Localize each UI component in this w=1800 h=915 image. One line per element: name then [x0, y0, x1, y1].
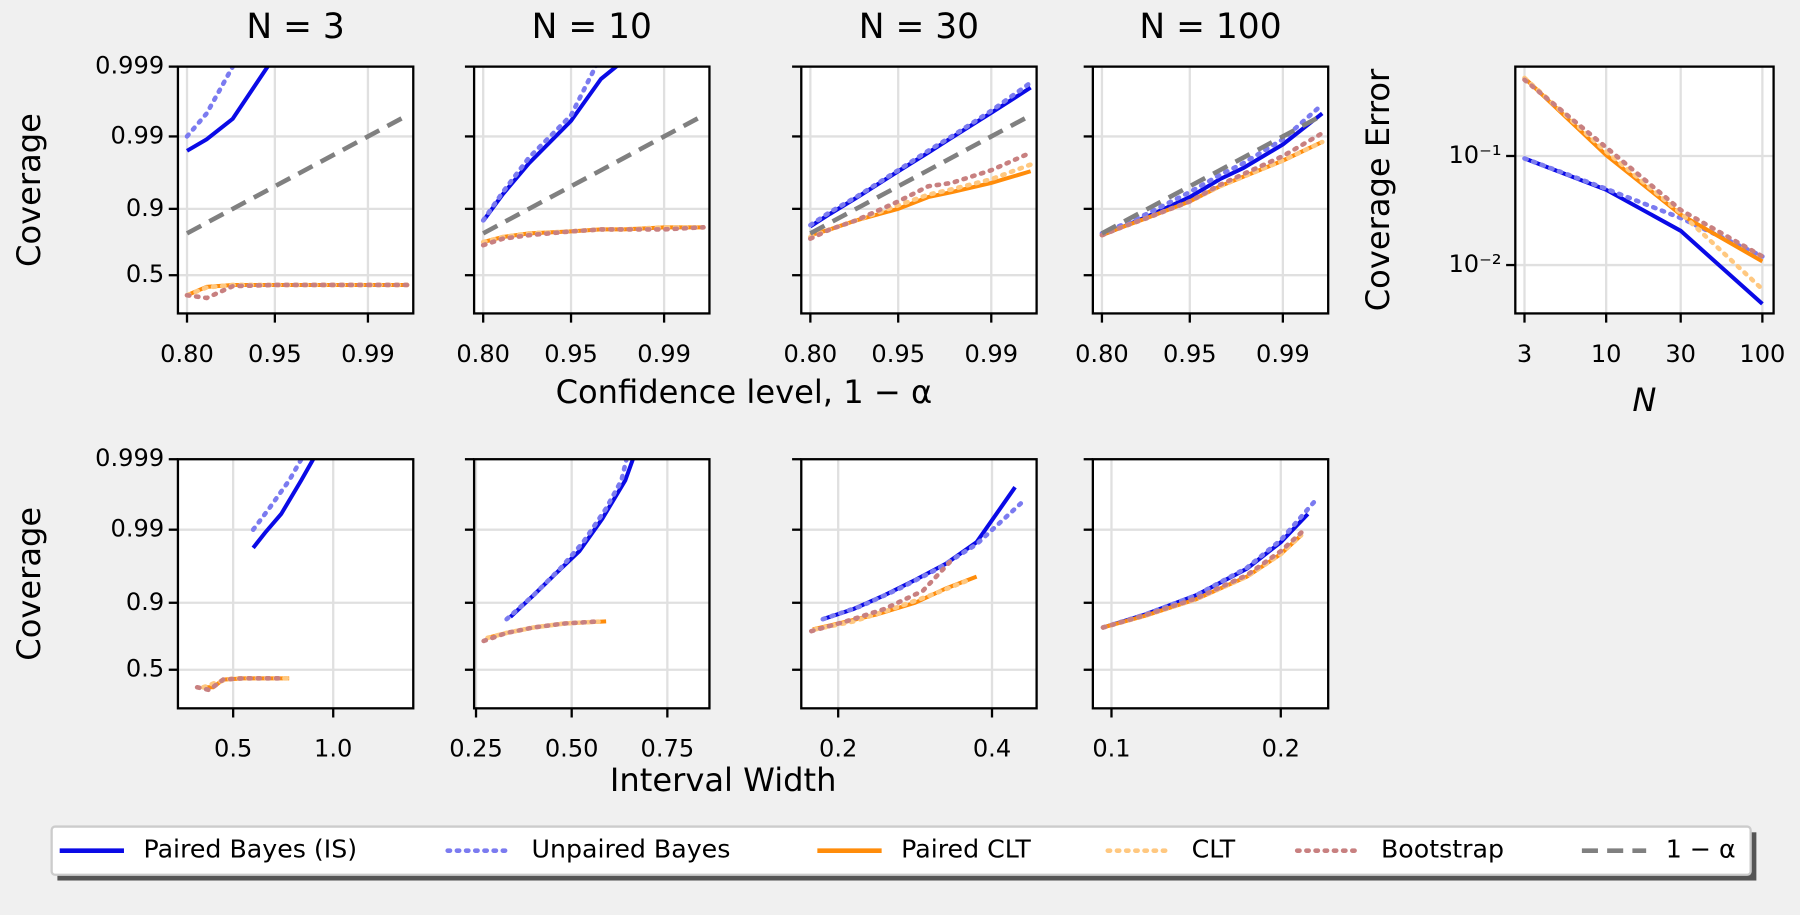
- legend-label: Paired Bayes (IS): [143, 835, 357, 864]
- x-tick-label: 0.2: [819, 735, 857, 763]
- x-tick-label: 1.0: [314, 735, 352, 763]
- y-tick-label: 10⁻¹: [1448, 141, 1501, 169]
- x-tick-label: 0.95: [1163, 340, 1217, 368]
- series-group: [480, 66, 706, 248]
- axes-frame: [800, 65, 1038, 315]
- series-group: [1099, 102, 1325, 238]
- y-axis-label: Coverage: [10, 113, 48, 267]
- x-tick-label: 0.95: [248, 340, 302, 368]
- legend-label: 1 − α: [1666, 835, 1736, 864]
- plot-area: [177, 459, 414, 709]
- shared-x-label: Interval Width: [610, 761, 837, 799]
- x-tick-label: 0.99: [637, 340, 691, 368]
- x-tick-label: 0.80: [160, 340, 214, 368]
- series-group: [481, 459, 635, 644]
- plot-area: [1092, 459, 1329, 709]
- x-tick-label: 30: [1665, 340, 1696, 368]
- x-tick-label: 0.99: [341, 340, 395, 368]
- x-tick-label: 0.75: [641, 735, 695, 763]
- plot-area: [474, 66, 710, 314]
- y-axis-label: Coverage Error: [1359, 68, 1397, 311]
- series-line: [809, 113, 1032, 236]
- series-line: [251, 459, 315, 550]
- x-tick-label: 0.2: [1262, 735, 1300, 763]
- series-group: [184, 66, 410, 301]
- series-line: [820, 499, 1026, 622]
- axes-frame: [176, 65, 415, 315]
- axes-frame: [1514, 65, 1775, 315]
- x-tick-label: 0.99: [1256, 340, 1310, 368]
- series-line: [504, 459, 629, 622]
- x-tick-label: 3: [1517, 340, 1532, 368]
- axes-frame: [472, 458, 711, 710]
- panel-title: N = 30: [859, 7, 979, 47]
- series-group: [1522, 75, 1765, 306]
- series-group: [194, 459, 315, 693]
- y-tick-label: 0.5: [126, 260, 164, 288]
- legend-label: Bootstrap: [1381, 835, 1504, 864]
- shared-x-label: Confidence level, 1 − α: [556, 373, 933, 411]
- x-tick-label: 0.50: [545, 735, 599, 763]
- series-line: [481, 619, 601, 644]
- series-line: [184, 66, 236, 139]
- y-tick-label: 0.99: [111, 515, 165, 543]
- series-line: [1100, 113, 1324, 236]
- series-group: [808, 486, 1026, 634]
- series-line: [184, 282, 410, 301]
- legend-label: Unpaired Bayes: [532, 835, 731, 864]
- x-tick-label: 0.25: [449, 735, 503, 763]
- series-line: [808, 80, 1033, 228]
- series-line: [1522, 77, 1765, 259]
- y-tick-label: 0.9: [126, 194, 164, 222]
- series-line: [250, 459, 304, 532]
- y-tick-label: 0.999: [95, 52, 164, 80]
- y-tick-label: 0.9: [126, 588, 164, 616]
- axes-frame: [1091, 458, 1330, 710]
- panel-title: N = 3: [246, 7, 344, 47]
- series-line: [186, 66, 271, 153]
- series-line: [808, 555, 956, 634]
- x-tick-label: 0.80: [456, 340, 510, 368]
- series-group: [1100, 495, 1321, 630]
- x-tick-label: 0.95: [871, 340, 925, 368]
- series-group: [808, 80, 1033, 242]
- x-axis-label: N: [1632, 381, 1656, 419]
- axes-frame: [176, 458, 415, 710]
- y-tick-label: 0.5: [126, 655, 164, 683]
- y-axis-label: Coverage: [10, 507, 48, 661]
- axes-frame: [1091, 65, 1330, 315]
- plot-area: [177, 66, 414, 314]
- y-tick-label: 10⁻²: [1448, 250, 1501, 278]
- axes-frame: [472, 65, 711, 315]
- plot-area: [474, 459, 710, 709]
- series-line: [808, 150, 1033, 242]
- legend-label: CLT: [1192, 835, 1236, 864]
- legend-label: Paired CLT: [901, 835, 1031, 864]
- x-tick-label: 0.95: [544, 340, 598, 368]
- axes-frame: [800, 458, 1038, 710]
- x-tick-label: 10: [1591, 340, 1622, 368]
- x-tick-label: 0.5: [214, 735, 252, 763]
- x-tick-label: 0.1: [1092, 735, 1130, 763]
- x-tick-label: 0.4: [973, 735, 1011, 763]
- series-line: [185, 113, 409, 236]
- series-line: [194, 676, 286, 693]
- plot-area: [801, 459, 1037, 709]
- y-tick-label: 0.999: [95, 444, 164, 472]
- x-tick-label: 0.99: [964, 340, 1018, 368]
- legend: [50, 825, 1752, 876]
- series-line: [480, 225, 706, 248]
- x-tick-label: 0.80: [1075, 340, 1129, 368]
- y-tick-label: 0.99: [111, 121, 165, 149]
- panel-title: N = 100: [1139, 7, 1281, 47]
- x-tick-label: 0.80: [784, 340, 838, 368]
- series-line: [480, 66, 599, 223]
- series-line: [482, 113, 705, 236]
- series-line: [1100, 527, 1307, 630]
- panel-title: N = 10: [532, 7, 652, 47]
- series-line: [1099, 102, 1325, 236]
- series-line: [1099, 130, 1325, 238]
- x-tick-label: 100: [1739, 340, 1785, 368]
